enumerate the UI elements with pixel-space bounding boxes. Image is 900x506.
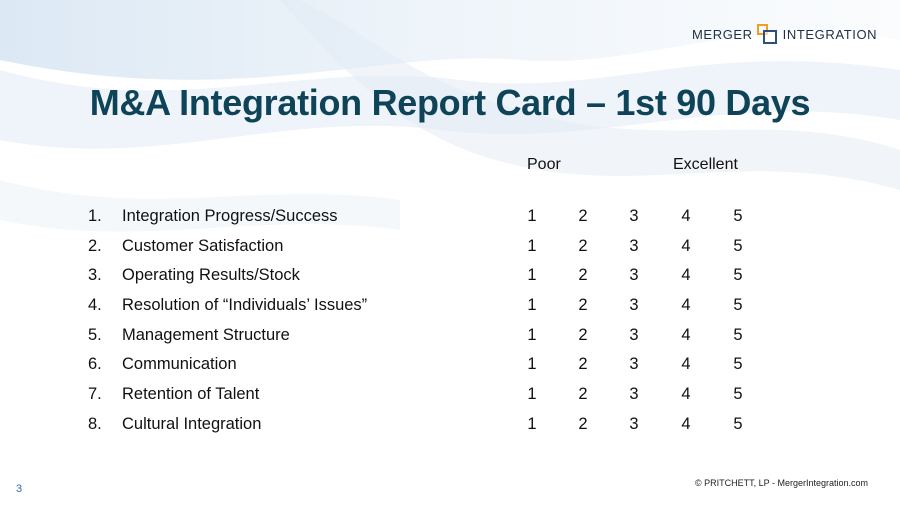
score-option-2: 2 [578,207,588,225]
report-card-list: 1. Integration Progress/Success 1 2 3 4 5 2. Cus… [88,203,788,441]
score-option-4: 4 [681,266,691,285]
score-option-2: 2 [578,296,588,315]
criteria-row: 3. Operating Results/Stock 1 2 3 4 5 [88,262,788,292]
score-option-4: 4 [681,414,691,433]
score-option-4: 4 [681,385,691,404]
scale-label-excellent: Excellent [673,156,738,173]
score-option-5: 5 [733,414,743,433]
company-logo: MERGER INTEGRATION [692,24,877,44]
criteria-label: Retention of Talent [122,385,260,404]
score-option-5: 5 [733,207,743,225]
criteria-label: Cultural Integration [122,414,262,433]
score-option-5: 5 [733,325,743,344]
logo-squares-icon [756,24,779,44]
criteria-number: 4. [88,296,102,315]
score-option-5: 5 [733,266,743,285]
page-title: M&A Integration Report Card – 1st 90 Day… [89,82,811,123]
score-option-1: 1 [527,355,537,374]
score-option-4: 4 [681,207,691,225]
score-option-1: 1 [527,296,537,315]
score-option-1: 1 [527,266,537,285]
criteria-number: 1. [88,207,102,225]
criteria-row: 6. Communication 1 2 3 4 5 [88,351,788,381]
criteria-label: Customer Satisfaction [122,236,284,255]
score-option-5: 5 [733,385,743,404]
score-option-3: 3 [629,414,639,433]
score-option-5: 5 [733,355,743,374]
criteria-row: 4. Resolution of “Individuals’ Issues” 1 2 3… [88,292,788,322]
score-option-5: 5 [733,236,743,255]
score-option-1: 1 [527,325,537,344]
score-option-3: 3 [629,385,639,404]
criteria-row: 8. Cultural Integration 1 2 3 4 5 [88,411,788,441]
criteria-number: 6. [88,355,102,374]
criteria-row: 5. Management Structure 1 2 3 4 5 [88,322,788,352]
score-option-2: 2 [578,385,588,404]
score-option-3: 3 [629,207,639,225]
criteria-label: Resolution of “Individuals’ Issues” [122,296,368,315]
criteria-label: Integration Progress/Success [122,207,338,225]
criteria-label: Operating Results/Stock [122,266,300,285]
criteria-number: 3. [88,266,102,285]
criteria-label: Management Structure [122,325,290,344]
score-option-4: 4 [681,296,691,315]
criteria-row: 1. Integration Progress/Success 1 2 3 4 5 [88,203,788,233]
score-option-4: 4 [681,325,691,344]
score-option-1: 1 [527,385,537,404]
score-option-4: 4 [681,236,691,255]
score-option-5: 5 [733,296,743,315]
criteria-row: 2. Customer Satisfaction 1 2 3 4 5 [88,233,788,263]
logo-text-left: MERGER [692,26,753,42]
score-option-3: 3 [629,325,639,344]
score-option-3: 3 [629,296,639,315]
page-number: 3 [16,483,23,495]
criteria-number: 5. [88,325,102,344]
score-option-1: 1 [527,207,537,225]
score-option-2: 2 [578,266,588,285]
scale-label-poor: Poor [527,156,561,173]
criteria-number: 8. [88,414,102,433]
score-option-2: 2 [578,236,588,255]
copyright-notice: © PRITCHETT, LP - MergerIntegration.com [694,478,868,488]
criteria-number: 2. [88,236,102,255]
score-option-3: 3 [629,236,639,255]
logo-text-right: INTEGRATION [782,26,878,42]
criteria-label: Communication [122,355,237,374]
score-option-1: 1 [527,236,537,255]
score-option-3: 3 [629,266,639,285]
score-option-2: 2 [578,414,588,433]
score-option-1: 1 [527,414,537,433]
score-option-3: 3 [629,355,639,374]
criteria-row: 7. Retention of Talent 1 2 3 4 5 [88,381,788,411]
criteria-number: 7. [88,385,102,404]
score-option-4: 4 [681,355,691,374]
score-option-2: 2 [578,355,588,374]
score-option-2: 2 [578,325,588,344]
